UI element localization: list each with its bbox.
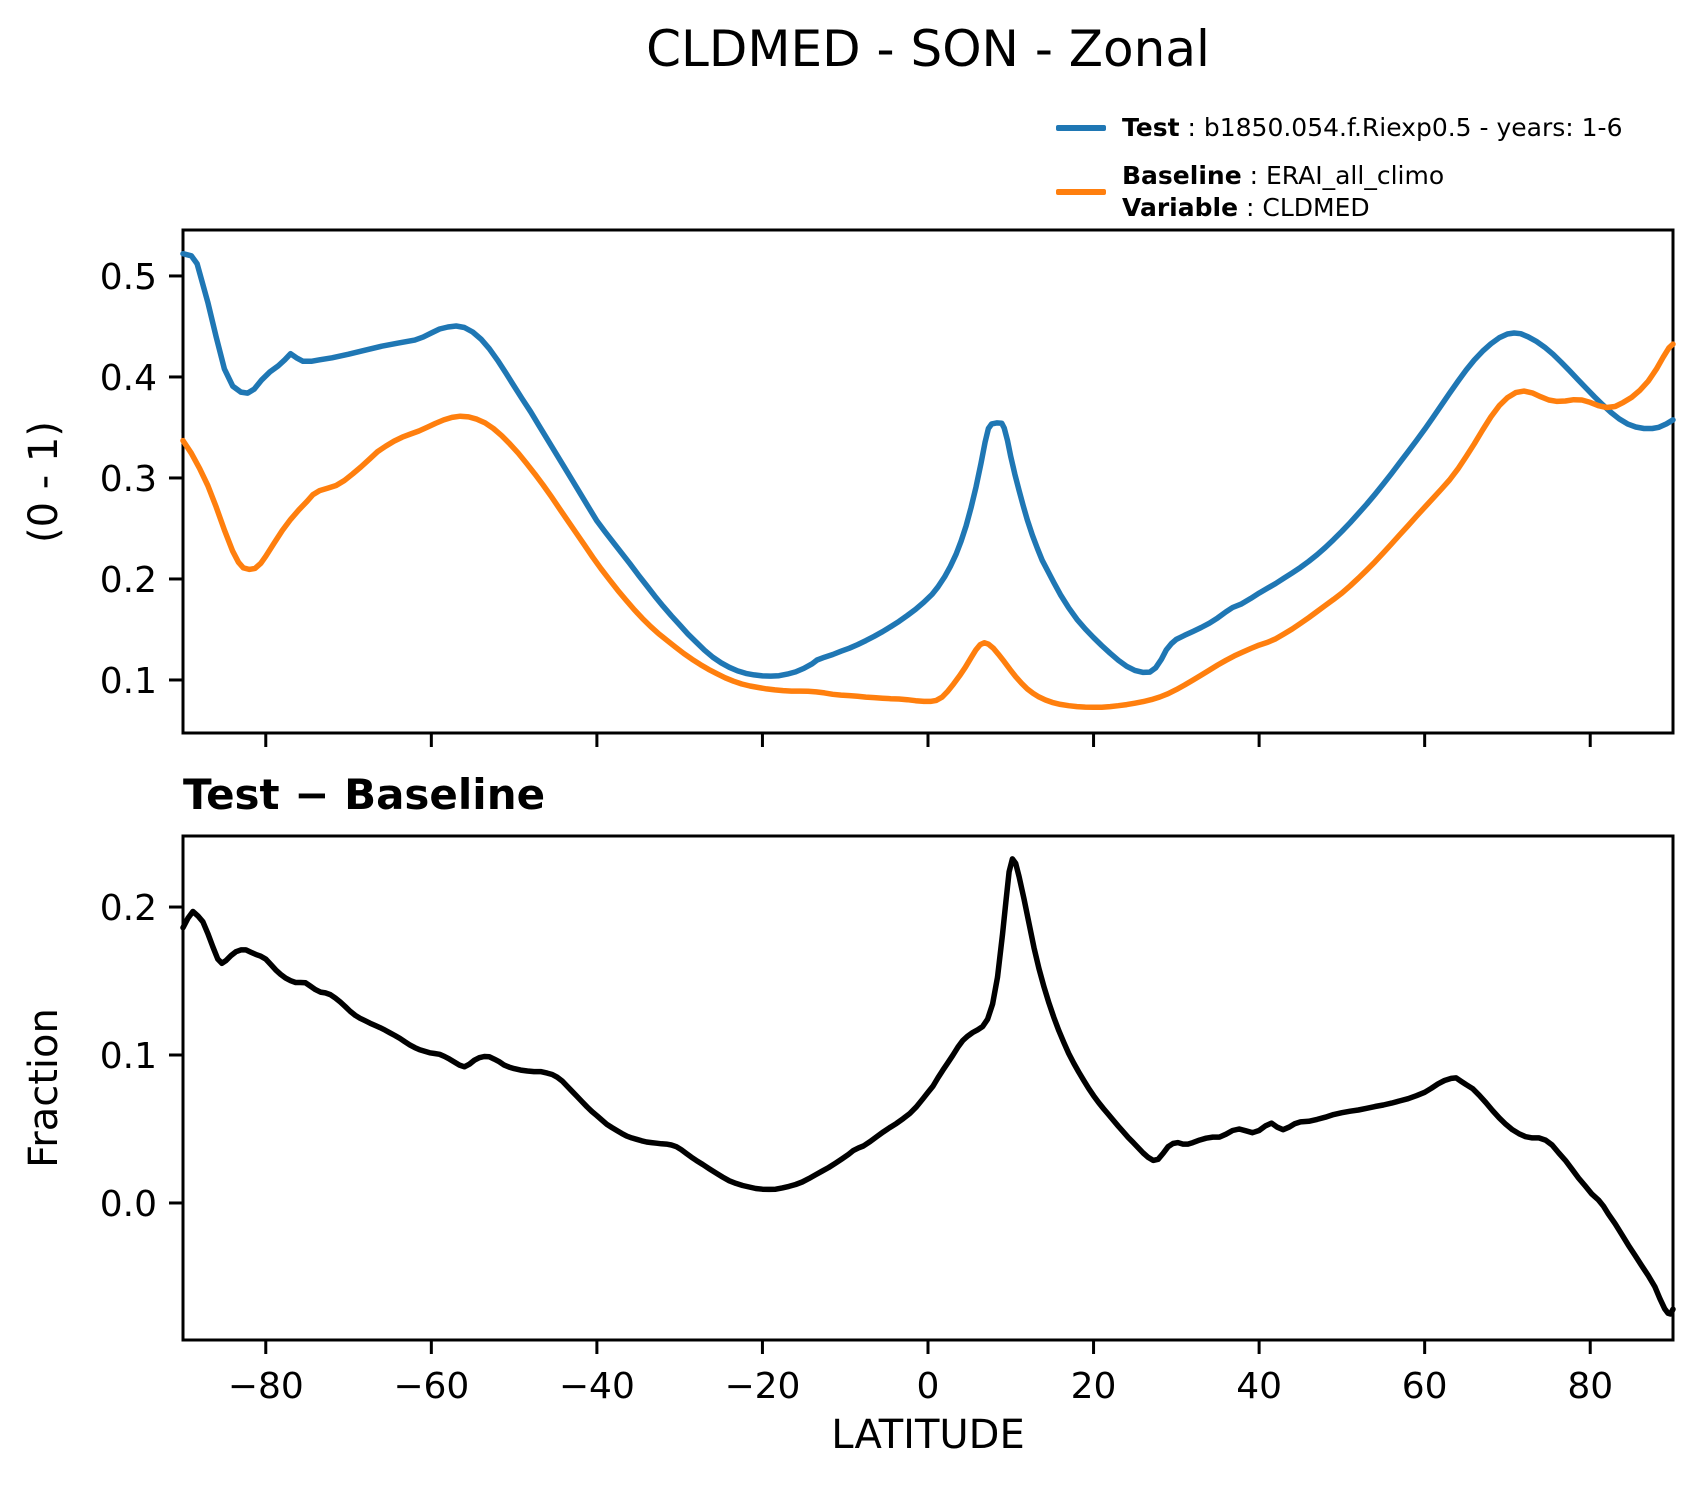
bottom-y-tick-label: 0.2 bbox=[100, 888, 157, 929]
series-test-baseline bbox=[180, 856, 1676, 1317]
bottom-x-tick-label: −60 bbox=[393, 1366, 469, 1407]
legend-entry-baseline: Baseline : ERAI_all_climo Variable : CLD… bbox=[1056, 160, 1623, 224]
bottom-y-axis-label: Fraction bbox=[21, 1008, 67, 1168]
top-y-tick-label: 0.1 bbox=[100, 661, 157, 702]
legend-entry-test: Test : b1850.054.f.Riexp0.5 - years: 1-6 bbox=[1056, 112, 1623, 144]
legend-variable-line: Variable : CLDMED bbox=[1122, 193, 1370, 222]
baseline-line-swatch bbox=[1056, 189, 1106, 195]
bottom-x-tick-label: −80 bbox=[228, 1366, 304, 1407]
bottom-x-tick-label: 20 bbox=[1071, 1366, 1117, 1407]
bottom-y-tick-label: 0.0 bbox=[100, 1184, 157, 1225]
bottom-x-tick-label: 60 bbox=[1402, 1366, 1448, 1407]
bottom-x-tick-label: −20 bbox=[724, 1366, 800, 1407]
legend-entry-test-label: Test : b1850.054.f.Riexp0.5 - years: 1-6 bbox=[1122, 113, 1623, 142]
bottom-y-tick-label: 0.1 bbox=[100, 1036, 157, 1077]
bottom-x-tick-label: −40 bbox=[559, 1366, 635, 1407]
difference-panel-title: Test − Baseline bbox=[183, 770, 546, 819]
bottom-x-tick-label: 0 bbox=[917, 1366, 940, 1407]
bottom-x-tick-label: 80 bbox=[1567, 1366, 1613, 1407]
series-test bbox=[180, 250, 1676, 679]
series-baseline bbox=[180, 341, 1676, 711]
legend-baseline-line: Baseline : ERAI_all_climo bbox=[1122, 161, 1445, 190]
legend-entry-baseline-label: Baseline : ERAI_all_climo Variable : CLD… bbox=[1122, 160, 1444, 224]
top-y-axis-label: (0 - 1) bbox=[21, 421, 67, 543]
page-title: CLDMED - SON - Zonal bbox=[646, 20, 1210, 78]
top-y-tick-label: 0.3 bbox=[100, 459, 157, 500]
bottom-x-tick-label: 40 bbox=[1236, 1366, 1282, 1407]
top-y-tick-label: 0.2 bbox=[100, 560, 157, 601]
top-y-tick-label: 0.4 bbox=[100, 358, 157, 399]
legend: Test : b1850.054.f.Riexp0.5 - years: 1-6… bbox=[1056, 112, 1623, 224]
x-axis-label: LATITUDE bbox=[831, 1412, 1025, 1458]
top-y-tick-label: 0.5 bbox=[100, 257, 157, 298]
test-line-swatch bbox=[1056, 125, 1106, 131]
